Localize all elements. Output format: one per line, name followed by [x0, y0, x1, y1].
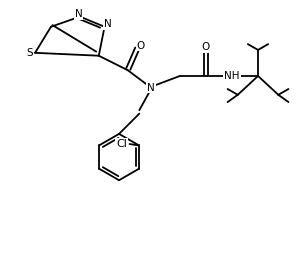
Text: O: O — [202, 42, 210, 52]
Text: NH: NH — [224, 71, 240, 81]
Text: N: N — [147, 83, 155, 92]
Text: S: S — [26, 48, 33, 58]
Text: N: N — [104, 19, 111, 29]
Text: Cl: Cl — [116, 139, 127, 149]
Text: N: N — [75, 9, 82, 19]
Text: O: O — [137, 41, 145, 51]
